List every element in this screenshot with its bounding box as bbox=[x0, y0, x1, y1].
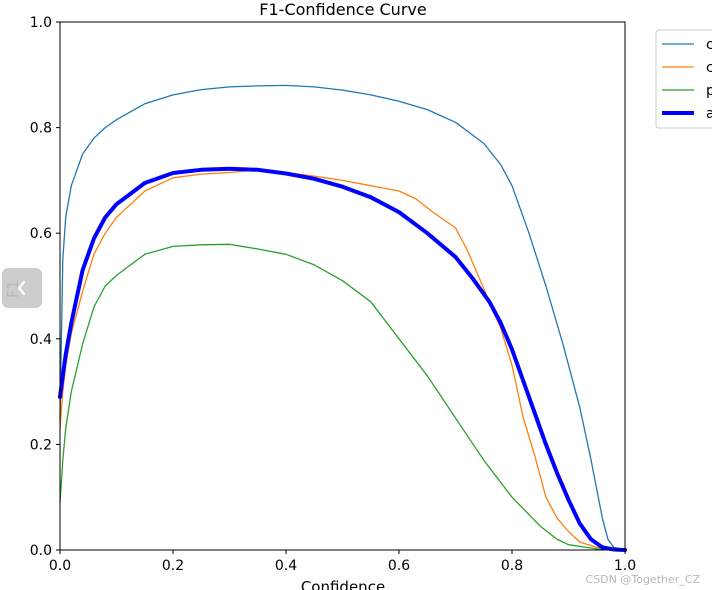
y-tick-label: 0.8 bbox=[30, 121, 52, 137]
series-line-3 bbox=[58, 166, 627, 552]
chevron-left-icon bbox=[15, 280, 29, 296]
x-tick-label: 0.4 bbox=[275, 558, 297, 574]
legend-label-0: c bbox=[706, 37, 712, 53]
chart-title: F1-Confidence Curve bbox=[259, 0, 426, 19]
x-tick-label: 0.6 bbox=[388, 558, 410, 574]
x-tick-label: 0.2 bbox=[162, 558, 184, 574]
ticks-layer: 0.0 0.2 0.4 0.6 0.8 1.0 0.0 0.2 0.4 0.6 0.8 1.0 bbox=[30, 15, 636, 574]
x-tick-label: 1.0 bbox=[614, 558, 636, 574]
x-tick-label: 0.8 bbox=[501, 558, 523, 574]
side-panel-toggle[interactable] bbox=[2, 268, 42, 308]
series-layer bbox=[58, 84, 627, 552]
y-tick-label: 0.2 bbox=[30, 437, 52, 453]
y-tick-label: 0.0 bbox=[30, 543, 52, 559]
watermark: CSDN @Together_CZ bbox=[585, 573, 700, 586]
legend-label-1: c bbox=[706, 60, 712, 76]
legend-label-2: p bbox=[706, 83, 712, 99]
y-tick-label: 1.0 bbox=[30, 15, 52, 31]
series-line-0 bbox=[59, 84, 626, 551]
y-tick-label: 0.4 bbox=[30, 332, 52, 348]
series-line-2 bbox=[59, 243, 626, 551]
plot-frame bbox=[59, 21, 626, 551]
y-tick-label: 0.6 bbox=[30, 226, 52, 242]
x-tick-label: 0.0 bbox=[49, 558, 71, 574]
legend-label-3: a bbox=[706, 106, 712, 122]
legend-box bbox=[655, 29, 712, 129]
x-axis-label: Confidence bbox=[301, 578, 385, 590]
series-line-1 bbox=[59, 169, 626, 551]
